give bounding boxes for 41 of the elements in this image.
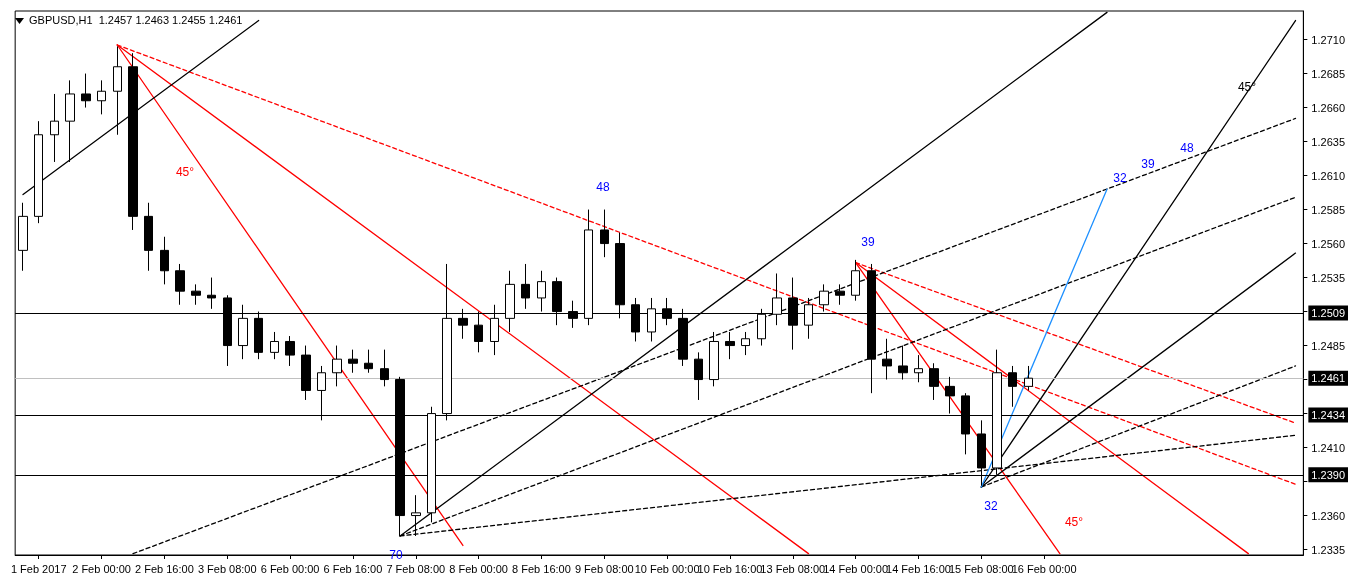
annotation: 32 [984,499,998,513]
y-tick-label: 1.2635 [1311,135,1346,148]
ref-line-label: 1.2461 [1311,372,1346,385]
ref-line-label: 1.2509 [1311,306,1346,319]
annotation: 48 [1180,141,1194,155]
x-tick-label: 14 Feb 00:00 [823,562,889,575]
y-tick-label: 1.2410 [1311,441,1346,454]
x-tick-label: 10 Feb 00:00 [634,562,700,575]
x-tick-label: 6 Feb 00:00 [260,562,320,575]
annotation: 45° [175,165,195,179]
y-tick-label: 1.2585 [1311,203,1346,216]
x-tick-label: 3 Feb 08:00 [197,562,257,575]
y-tick-label: 1.2535 [1311,271,1346,284]
x-tick-label: 7 Feb 08:00 [386,562,446,575]
annotation: 39 [861,235,875,249]
ref-line-label: 1.2434 [1311,408,1346,421]
y-tick-label: 1.2710 [1311,33,1346,46]
x-tick-label: 8 Feb 16:00 [512,562,571,575]
annotation: 45° [1064,515,1084,529]
x-tick-label: 6 Feb 16:00 [323,562,383,575]
annotation: 32 [1113,171,1127,185]
x-tick-label: 13 Feb 08:00 [760,562,826,575]
y-tick-label: 1.2685 [1311,67,1346,80]
annotation: 39 [1141,157,1155,171]
y-tick-label: 1.2560 [1311,237,1346,250]
x-tick-label: 14 Feb 16:00 [886,562,951,575]
annotation: 48 [596,180,610,194]
ref-line-label: 1.2390 [1311,468,1346,481]
chart-title: GBPUSD,H1 1.2457 1.2463 1.2455 1.2461 [29,13,243,26]
x-tick-label: 9 Feb 08:00 [574,562,634,575]
y-tick-label: 1.2485 [1311,339,1346,352]
y-tick-label: 1.2360 [1311,509,1346,522]
x-tick-label: 2 Feb 00:00 [72,562,131,575]
x-tick-label: 2 Feb 16:00 [135,562,194,575]
x-tick-label: 8 Feb 00:00 [449,562,508,575]
x-tick-label: 1 Feb 2017 [10,562,67,575]
y-tick-label: 1.2335 [1311,543,1346,556]
x-tick-label: 16 Feb 00:00 [1011,562,1077,575]
x-tick-label: 10 Feb 16:00 [697,562,763,575]
y-tick-label: 1.2610 [1311,169,1346,182]
y-tick-label: 1.2660 [1311,101,1346,114]
